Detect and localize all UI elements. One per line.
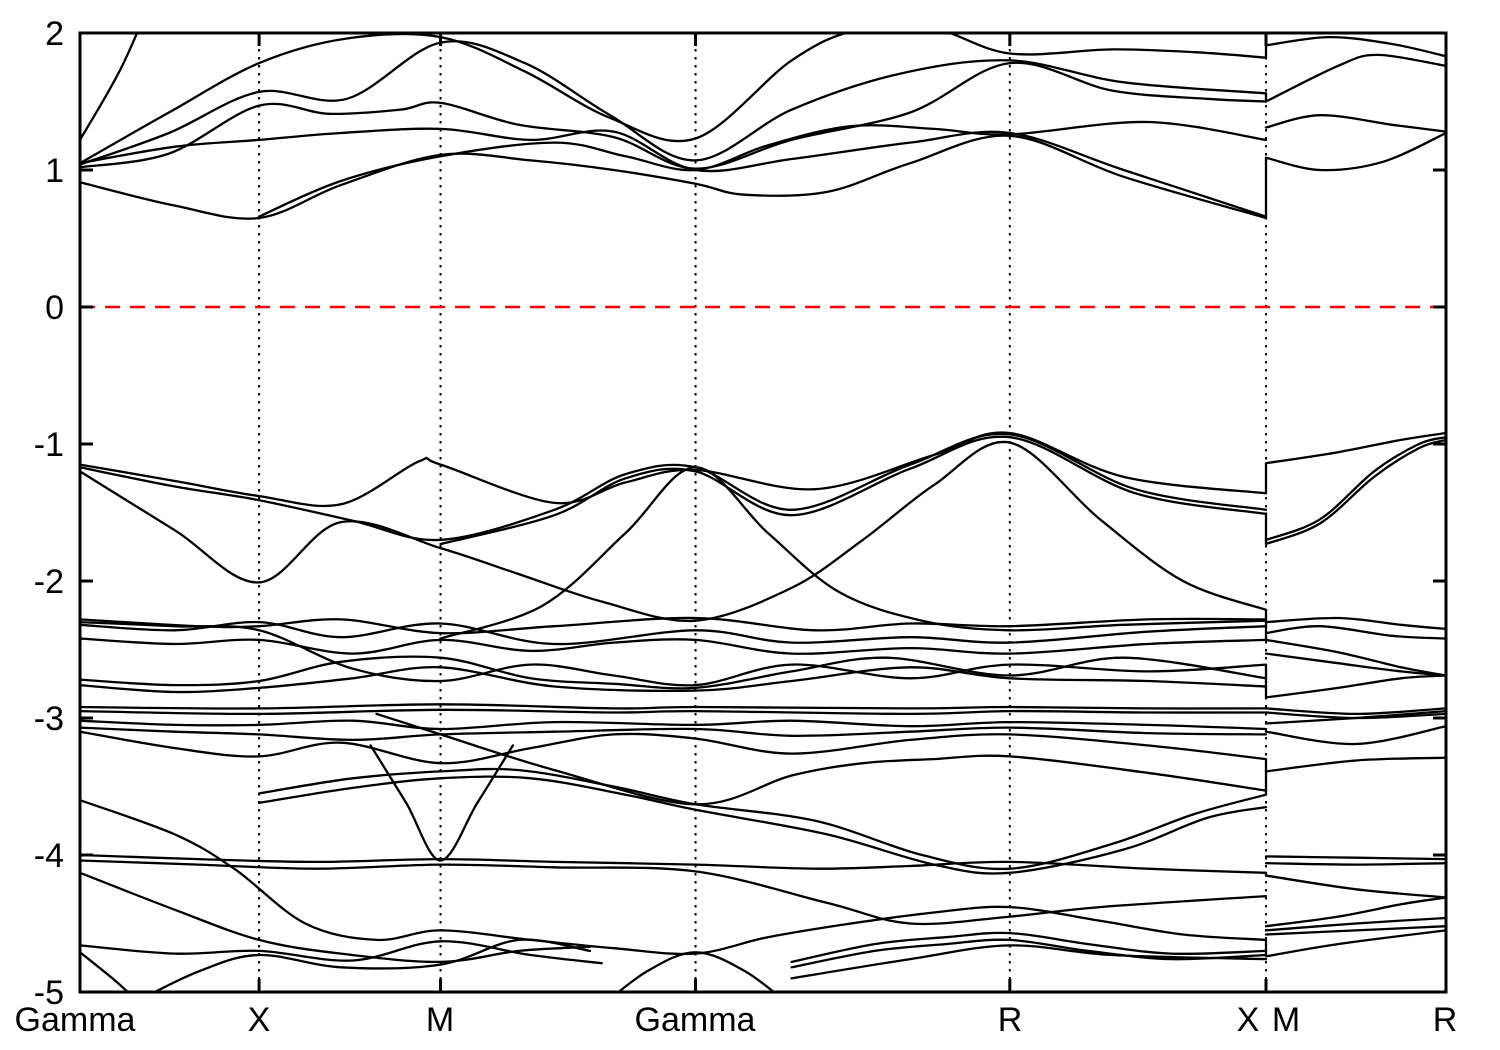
energy-band-line xyxy=(80,620,1268,646)
x-axis-label: M xyxy=(426,1001,454,1039)
energy-band-line xyxy=(80,871,592,964)
energy-band-line xyxy=(80,432,1268,542)
kpoint-gridlines xyxy=(258,33,1267,992)
energy-band-line xyxy=(80,33,139,142)
energy-band-line xyxy=(152,938,592,992)
energy-band-line xyxy=(1264,436,1446,542)
energy-band-line xyxy=(1264,652,1446,677)
energy-band-line xyxy=(80,708,1268,716)
energy-band-line xyxy=(1264,855,1446,861)
energy-band-line xyxy=(80,61,1268,170)
energy-band-line xyxy=(80,431,1268,508)
y-axis-label: -4 xyxy=(34,837,64,875)
x-axis-label: X xyxy=(248,1001,271,1039)
energy-band-line xyxy=(80,134,1268,220)
energy-band-line xyxy=(369,744,515,862)
energy-band-line xyxy=(1264,438,1446,546)
energy-band-line xyxy=(80,655,1268,690)
energy-band-line xyxy=(1264,674,1446,699)
energy-band-line xyxy=(1264,725,1446,746)
energy-bands-group xyxy=(80,33,1446,992)
energy-band-line xyxy=(1264,709,1446,725)
energy-band-line xyxy=(80,859,1268,926)
plot-border xyxy=(78,31,1448,994)
energy-band-line xyxy=(1264,862,1446,866)
y-axis-label: -1 xyxy=(34,426,64,464)
energy-band-line xyxy=(80,40,1268,166)
energy-band-line xyxy=(1264,756,1446,773)
plot-frame-group xyxy=(78,31,1448,994)
x-axis-label: Gamma xyxy=(635,1001,756,1039)
energy-band-line xyxy=(375,712,1268,806)
energy-band-line xyxy=(1264,131,1446,172)
energy-band-line xyxy=(80,853,1268,874)
energy-band-line xyxy=(439,435,1268,546)
energy-band-line xyxy=(616,951,776,992)
energy-band-line xyxy=(1264,638,1446,677)
energy-band-line xyxy=(80,951,130,992)
energy-band-line xyxy=(1264,929,1446,958)
energy-band-line xyxy=(1264,925,1446,936)
energy-band-line xyxy=(80,940,603,965)
x-axis-label: R xyxy=(1433,1001,1458,1039)
x-axis-label: R xyxy=(998,1001,1023,1039)
energy-band-line xyxy=(1264,896,1446,928)
energy-band-line xyxy=(1264,431,1446,465)
energy-band-line xyxy=(790,931,1268,964)
energy-band-line xyxy=(790,938,1268,969)
energy-band-line xyxy=(80,666,1268,694)
y-axis-label: 0 xyxy=(45,289,64,327)
energy-band-line xyxy=(1264,35,1446,58)
energy-band-line xyxy=(80,703,1268,710)
y-axis-label: 2 xyxy=(45,15,64,53)
energy-band-line xyxy=(1264,874,1446,899)
energy-band-line xyxy=(257,767,1268,871)
y-axis-label: -2 xyxy=(34,563,64,601)
energy-band-line xyxy=(80,799,1268,956)
energy-band-line xyxy=(790,944,1268,980)
energy-band-line xyxy=(80,127,1268,218)
energy-band-line xyxy=(80,637,1268,655)
energy-band-line xyxy=(80,730,1268,765)
x-axis-label: M xyxy=(1272,1001,1300,1039)
energy-band-line xyxy=(1264,625,1446,640)
energy-band-line xyxy=(1264,53,1446,103)
energy-band-line xyxy=(1264,916,1446,932)
energy-band-line xyxy=(1264,616,1446,631)
y-axis-label: 1 xyxy=(45,152,64,190)
energy-band-line xyxy=(80,440,1268,623)
energy-band-line xyxy=(257,120,1268,218)
energy-band-line xyxy=(80,719,1268,731)
y-axis-label: -5 xyxy=(34,974,64,1012)
energy-band-line xyxy=(1264,114,1446,133)
energy-band-line xyxy=(80,620,1268,687)
energy-band-line xyxy=(1264,707,1446,716)
energy-band-line xyxy=(257,775,1268,875)
x-axis-label: X xyxy=(1237,1001,1260,1039)
energy-band-line xyxy=(80,616,1268,635)
energy-band-line xyxy=(80,33,1268,165)
y-axis-label: -3 xyxy=(34,700,64,738)
energy-band-line xyxy=(439,466,1268,640)
x-axis-label: Gamma xyxy=(15,1001,136,1039)
energy-band-line xyxy=(80,726,1268,742)
